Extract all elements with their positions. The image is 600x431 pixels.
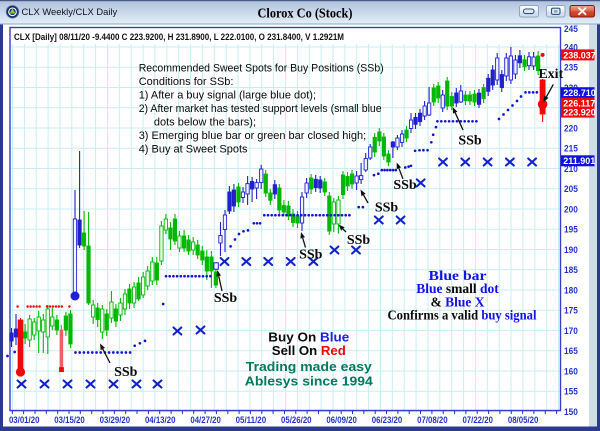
svg-text:Trading made easy: Trading made easy — [246, 359, 373, 374]
svg-text:SSb: SSb — [299, 248, 323, 263]
svg-text:238.037: 238.037 — [563, 50, 596, 60]
svg-text:04/13/20: 04/13/20 — [145, 415, 176, 425]
svg-text:245: 245 — [564, 24, 578, 34]
svg-text:Ablesys since 1994: Ablesys since 1994 — [245, 374, 374, 389]
svg-text:226.117: 226.117 — [563, 99, 595, 109]
svg-text:03/15/20: 03/15/20 — [54, 415, 85, 425]
svg-text:SSb: SSb — [393, 178, 417, 193]
svg-text:185: 185 — [564, 265, 578, 275]
svg-text:210: 210 — [564, 164, 578, 174]
svg-text:08/05/20: 08/05/20 — [508, 415, 539, 425]
svg-text:07/22/20: 07/22/20 — [462, 415, 493, 425]
svg-text:SSb: SSb — [114, 365, 138, 380]
svg-text:165: 165 — [564, 346, 578, 356]
svg-text:155: 155 — [564, 387, 578, 397]
svg-text:223.920: 223.920 — [563, 108, 596, 118]
svg-text:SSb: SSb — [458, 134, 482, 149]
svg-text:180: 180 — [564, 285, 578, 295]
svg-text:SSb: SSb — [375, 201, 399, 216]
svg-text:SSb: SSb — [214, 291, 238, 306]
svg-text:3) Emerging blue bar or green: 3) Emerging blue bar or green bar closed… — [139, 130, 366, 142]
svg-text:04/27/20: 04/27/20 — [190, 415, 221, 425]
svg-text:dots below the bars);: dots below the bars); — [154, 117, 256, 129]
svg-text:05/11/20: 05/11/20 — [236, 415, 267, 425]
svg-text:150: 150 — [564, 407, 578, 417]
svg-text:211.901: 211.901 — [563, 156, 595, 166]
svg-text:03/01/20: 03/01/20 — [9, 415, 40, 425]
svg-text:220: 220 — [564, 123, 578, 133]
svg-text:SSb: SSb — [347, 233, 371, 248]
svg-text:06/09/20: 06/09/20 — [326, 415, 357, 425]
svg-text:Recommended Sweet Spots for Bu: Recommended Sweet Spots for Buy Position… — [139, 63, 384, 75]
svg-text:Conditions for SSb:: Conditions for SSb: — [139, 76, 234, 88]
svg-text:Confirms a valid buy signal: Confirms a valid buy signal — [388, 308, 537, 323]
svg-text:CLX Weekly/CLX Daily: CLX Weekly/CLX Daily — [22, 6, 118, 17]
svg-text:Blue small dot: Blue small dot — [416, 281, 499, 296]
svg-text:& Blue X: & Blue X — [430, 294, 484, 309]
svg-text:190: 190 — [564, 245, 578, 255]
svg-text:05/26/20: 05/26/20 — [281, 415, 312, 425]
svg-text:235: 235 — [564, 63, 578, 73]
svg-text:160: 160 — [564, 366, 578, 376]
svg-text:03/29/20: 03/29/20 — [100, 415, 131, 425]
svg-text:CLX [Daily] 08/11/20 -9.4400: CLX [Daily] 08/11/20 -9.4400 C 223.9200,… — [14, 32, 344, 42]
svg-text:Blue bar: Blue bar — [429, 268, 487, 283]
svg-text:170: 170 — [564, 326, 578, 336]
svg-text:07/08/20: 07/08/20 — [417, 415, 448, 425]
svg-text:4) Buy at Sweet Spots: 4) Buy at Sweet Spots — [139, 144, 248, 156]
svg-text:Exit: Exit — [538, 67, 563, 82]
svg-text:240: 240 — [564, 42, 578, 52]
svg-text:205: 205 — [564, 184, 578, 194]
svg-text:215: 215 — [564, 144, 578, 154]
svg-text:195: 195 — [564, 225, 578, 235]
svg-text:175: 175 — [564, 306, 578, 316]
svg-text:228.710: 228.710 — [563, 88, 596, 98]
svg-text:Sell On Red: Sell On Red — [272, 343, 346, 358]
svg-text:Buy On Blue: Buy On Blue — [268, 330, 349, 345]
svg-text:06/23/20: 06/23/20 — [372, 415, 403, 425]
svg-text:1) After a buy signal (large b: 1) After a buy signal (large blue dot); — [139, 90, 316, 102]
svg-text:200: 200 — [564, 204, 578, 214]
svg-text:Clorox Co (Stock): Clorox Co (Stock) — [258, 7, 353, 22]
svg-text:2) After market has tested sup: 2) After market has tested support level… — [139, 103, 382, 115]
